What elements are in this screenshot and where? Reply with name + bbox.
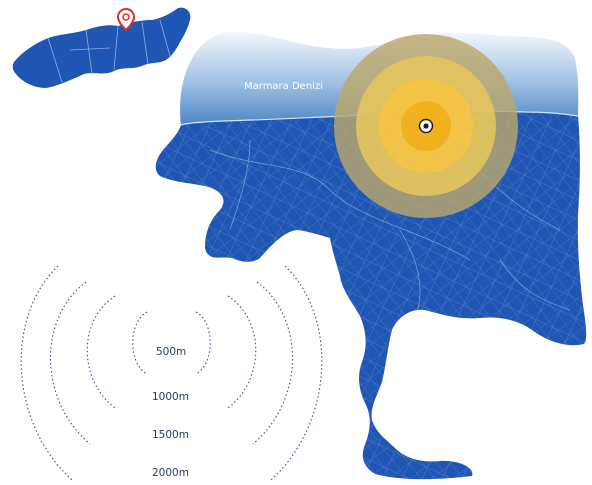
legend-label-1000m: 1000m (152, 391, 189, 403)
inset-region-shape (12, 7, 191, 88)
legend-arc-2000m (20, 265, 323, 481)
location-pin-icon (116, 7, 136, 32)
legend-label-2000m: 2000m (152, 467, 189, 479)
legend-arc-500m (132, 311, 211, 375)
inset-map (12, 7, 191, 88)
legend-arc-1500m (50, 281, 293, 445)
target-dot-icon (418, 118, 434, 134)
distance-legend: 500m 1000m 1500m 2000m (20, 265, 323, 481)
sea-label: Marmara Denizi (244, 81, 323, 92)
legend-label-500m: 500m (156, 346, 186, 358)
main-roads (209, 139, 571, 331)
inset-district-borders (47, 19, 171, 83)
buffer-zones (334, 34, 518, 218)
legend-label-1500m: 1500m (152, 429, 189, 441)
